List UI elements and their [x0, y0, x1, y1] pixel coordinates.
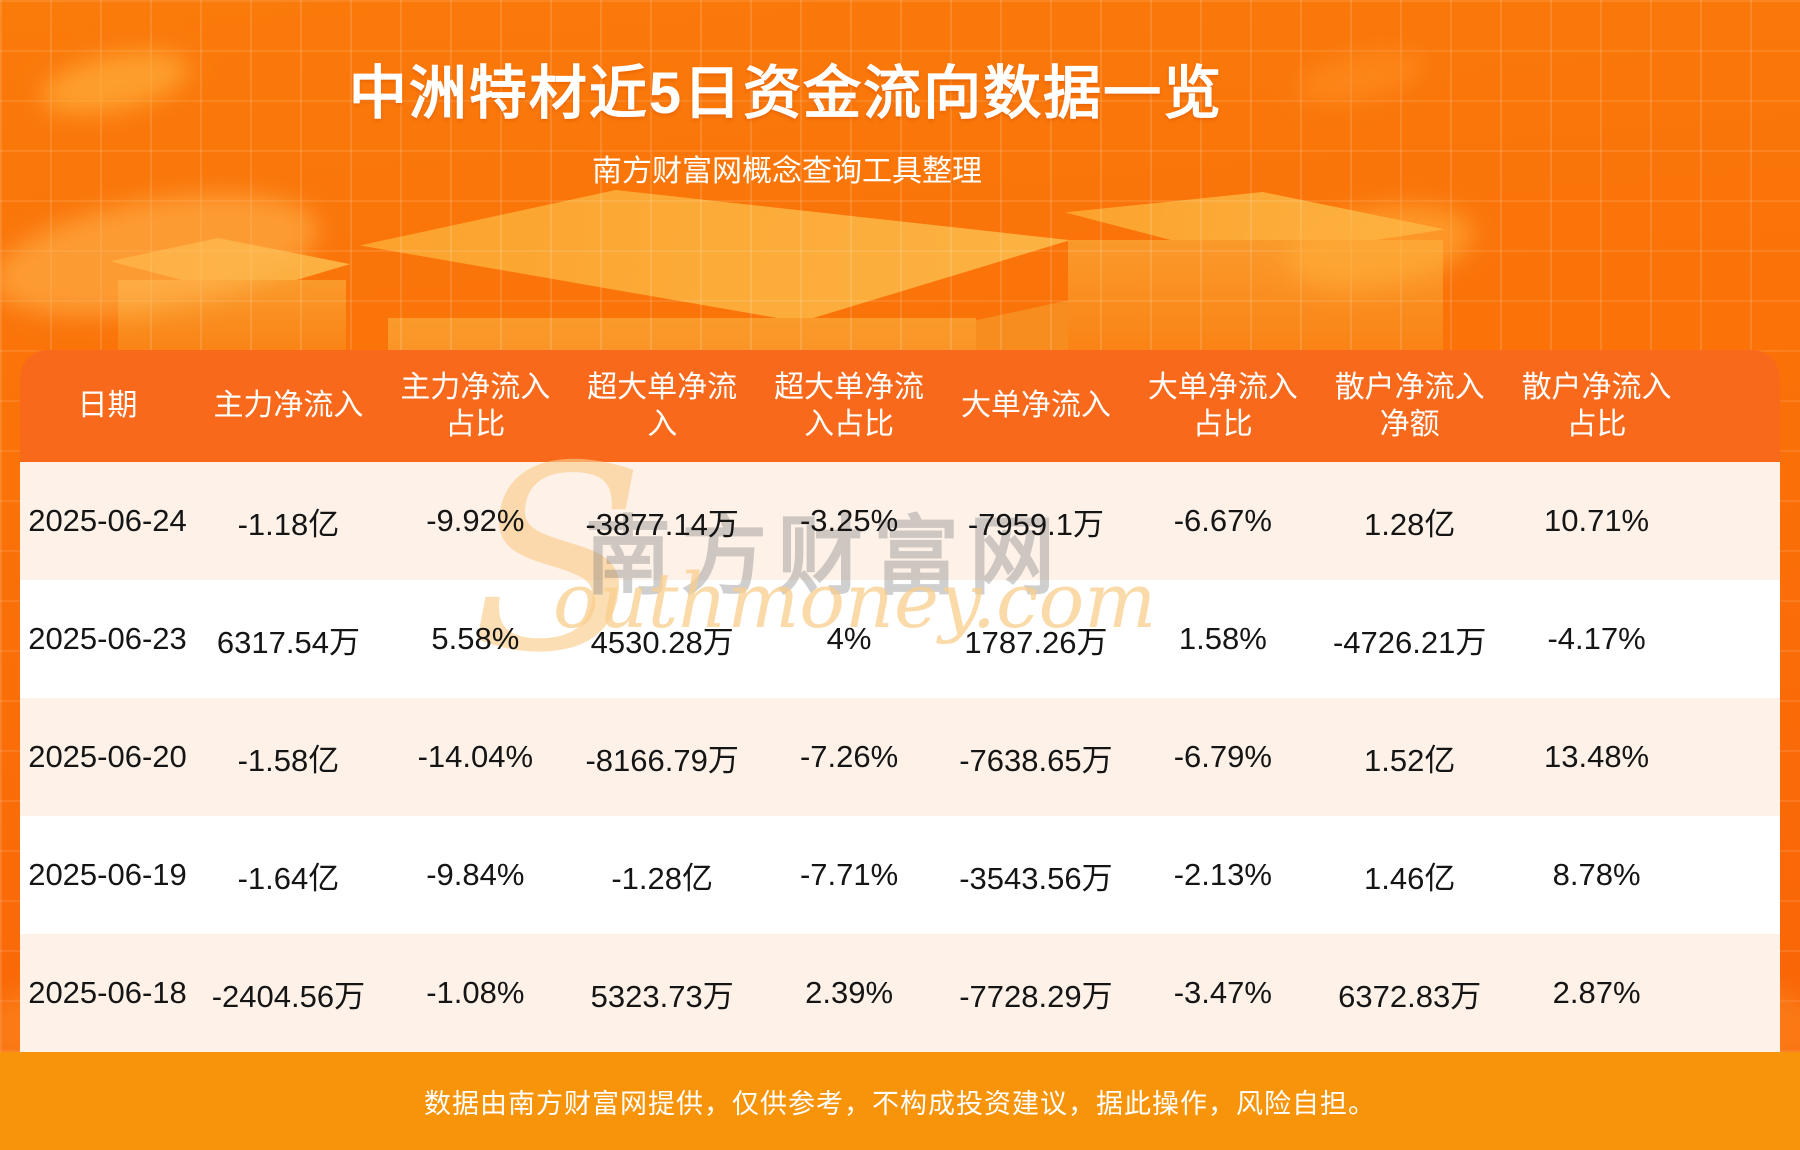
- value-cell: -2404.56万: [211, 978, 366, 1014]
- date-cell: 2025-06-20: [28, 739, 187, 774]
- date-cell: 2025-06-18: [28, 975, 187, 1010]
- value-cell: -7.26%: [799, 739, 899, 774]
- value-cell: -6.67%: [1173, 503, 1272, 538]
- header-cell-xlarge-net-ratio: 超大单净流 入占比: [774, 370, 925, 442]
- table-row: 2025-06-24 -1.18亿 -9.92% -3877.14万 -3.25% -79…: [20, 462, 1780, 580]
- date-cell: 2025-06-24: [28, 503, 187, 538]
- value-cell: -9.92%: [426, 503, 525, 538]
- value-cell: 4%: [826, 621, 872, 656]
- value-cell: 8.78%: [1552, 857, 1641, 892]
- value-cell: -7959.1万: [967, 506, 1104, 542]
- value-cell: 2.87%: [1552, 975, 1641, 1010]
- header-cell-main-net-ratio: 主力净流入 占比: [400, 370, 551, 442]
- value-cell: -1.08%: [426, 975, 525, 1010]
- value-cell: -4.17%: [1547, 621, 1646, 656]
- header-cell-xlarge-net-inflow: 超大单净流 入: [587, 370, 738, 442]
- header-cell-date: 日期: [77, 389, 138, 423]
- value-cell: 2.39%: [805, 975, 894, 1010]
- value-cell: -3543.56万: [959, 860, 1113, 896]
- value-cell: -3.25%: [799, 503, 899, 538]
- header-cell-retail-net-ratio: 散户净流入 占比: [1521, 370, 1672, 442]
- value-cell: 6317.54万: [216, 624, 360, 660]
- value-cell: -7638.65万: [959, 742, 1113, 778]
- value-cell: -1.18亿: [237, 506, 340, 542]
- value-cell: 1.28亿: [1364, 506, 1456, 542]
- value-cell: -6.79%: [1173, 739, 1272, 774]
- page-subtitle: 南方财富网概念查询工具整理: [592, 155, 982, 188]
- table-header: 日期 主力净流入 主力净流入 占比 超大单净流 入 超大单净流 入占比 大单净流…: [20, 350, 1780, 462]
- table-body: 2025-06-24 -1.18亿 -9.92% -3877.14万 -3.25% -79…: [20, 462, 1780, 1052]
- table-row: 2025-06-23 6317.54万 5.58% 4530.28万 4% 1787.26…: [20, 580, 1780, 698]
- header-cell-large-net-inflow: 大单净流入: [960, 389, 1111, 423]
- value-cell: -7728.29万: [959, 978, 1113, 1014]
- value-cell: -14.04%: [417, 739, 534, 774]
- value-cell: 1787.26万: [964, 624, 1108, 660]
- footer-band: 数据由南方财富网提供，仅供参考，不构成投资建议，据此操作，风险自担。: [0, 1052, 1800, 1150]
- value-cell: -2.13%: [1173, 857, 1272, 892]
- table-row: 2025-06-19 -1.64亿 -9.84% -1.28亿 -7.71% -3543.…: [20, 816, 1780, 934]
- header-cell-retail-net-amount: 散户净流入 净额: [1334, 370, 1485, 442]
- value-cell: -8166.79万: [585, 742, 739, 778]
- value-cell: 5323.73万: [590, 978, 734, 1014]
- footer-note: 数据由南方财富网提供，仅供参考，不构成投资建议，据此操作，风险自担。: [424, 1088, 1376, 1119]
- value-cell: -9.84%: [426, 857, 525, 892]
- value-cell: -7.71%: [799, 857, 899, 892]
- header-cell-large-net-ratio: 大单净流入 占比: [1147, 370, 1298, 442]
- value-cell: 1.52亿: [1364, 742, 1456, 778]
- date-cell: 2025-06-23: [28, 621, 187, 656]
- value-cell: 13.48%: [1543, 739, 1650, 774]
- value-cell: -3877.14万: [585, 506, 739, 542]
- value-cell: -1.28亿: [611, 860, 714, 896]
- value-cell: -4726.21万: [1332, 624, 1487, 660]
- table-row: 2025-06-20 -1.58亿 -14.04% -8166.79万 -7.26% -7…: [20, 698, 1780, 816]
- value-cell: 5.58%: [431, 621, 520, 656]
- value-cell: 6372.83万: [1338, 978, 1482, 1014]
- value-cell: 10.71%: [1543, 503, 1650, 538]
- value-cell: 4530.28万: [590, 624, 734, 660]
- table-row: 2025-06-18 -2404.56万 -1.08% 5323.73万 2.39% -7…: [20, 934, 1780, 1052]
- date-cell: 2025-06-19: [28, 857, 187, 892]
- page-title: 中洲特材近5日资金流向数据一览: [348, 61, 1224, 126]
- value-cell: 1.46亿: [1364, 860, 1456, 896]
- value-cell: -1.58亿: [237, 742, 340, 778]
- header-cell-main-net-inflow: 主力净流入: [213, 389, 364, 423]
- value-cell: 1.58%: [1178, 621, 1267, 656]
- fund-flow-table: 日期 主力净流入 主力净流入 占比 超大单净流 入 超大单净流 入占比 大单净流…: [20, 350, 1780, 1052]
- value-cell: -3.47%: [1173, 975, 1272, 1010]
- value-cell: -1.64亿: [237, 860, 340, 896]
